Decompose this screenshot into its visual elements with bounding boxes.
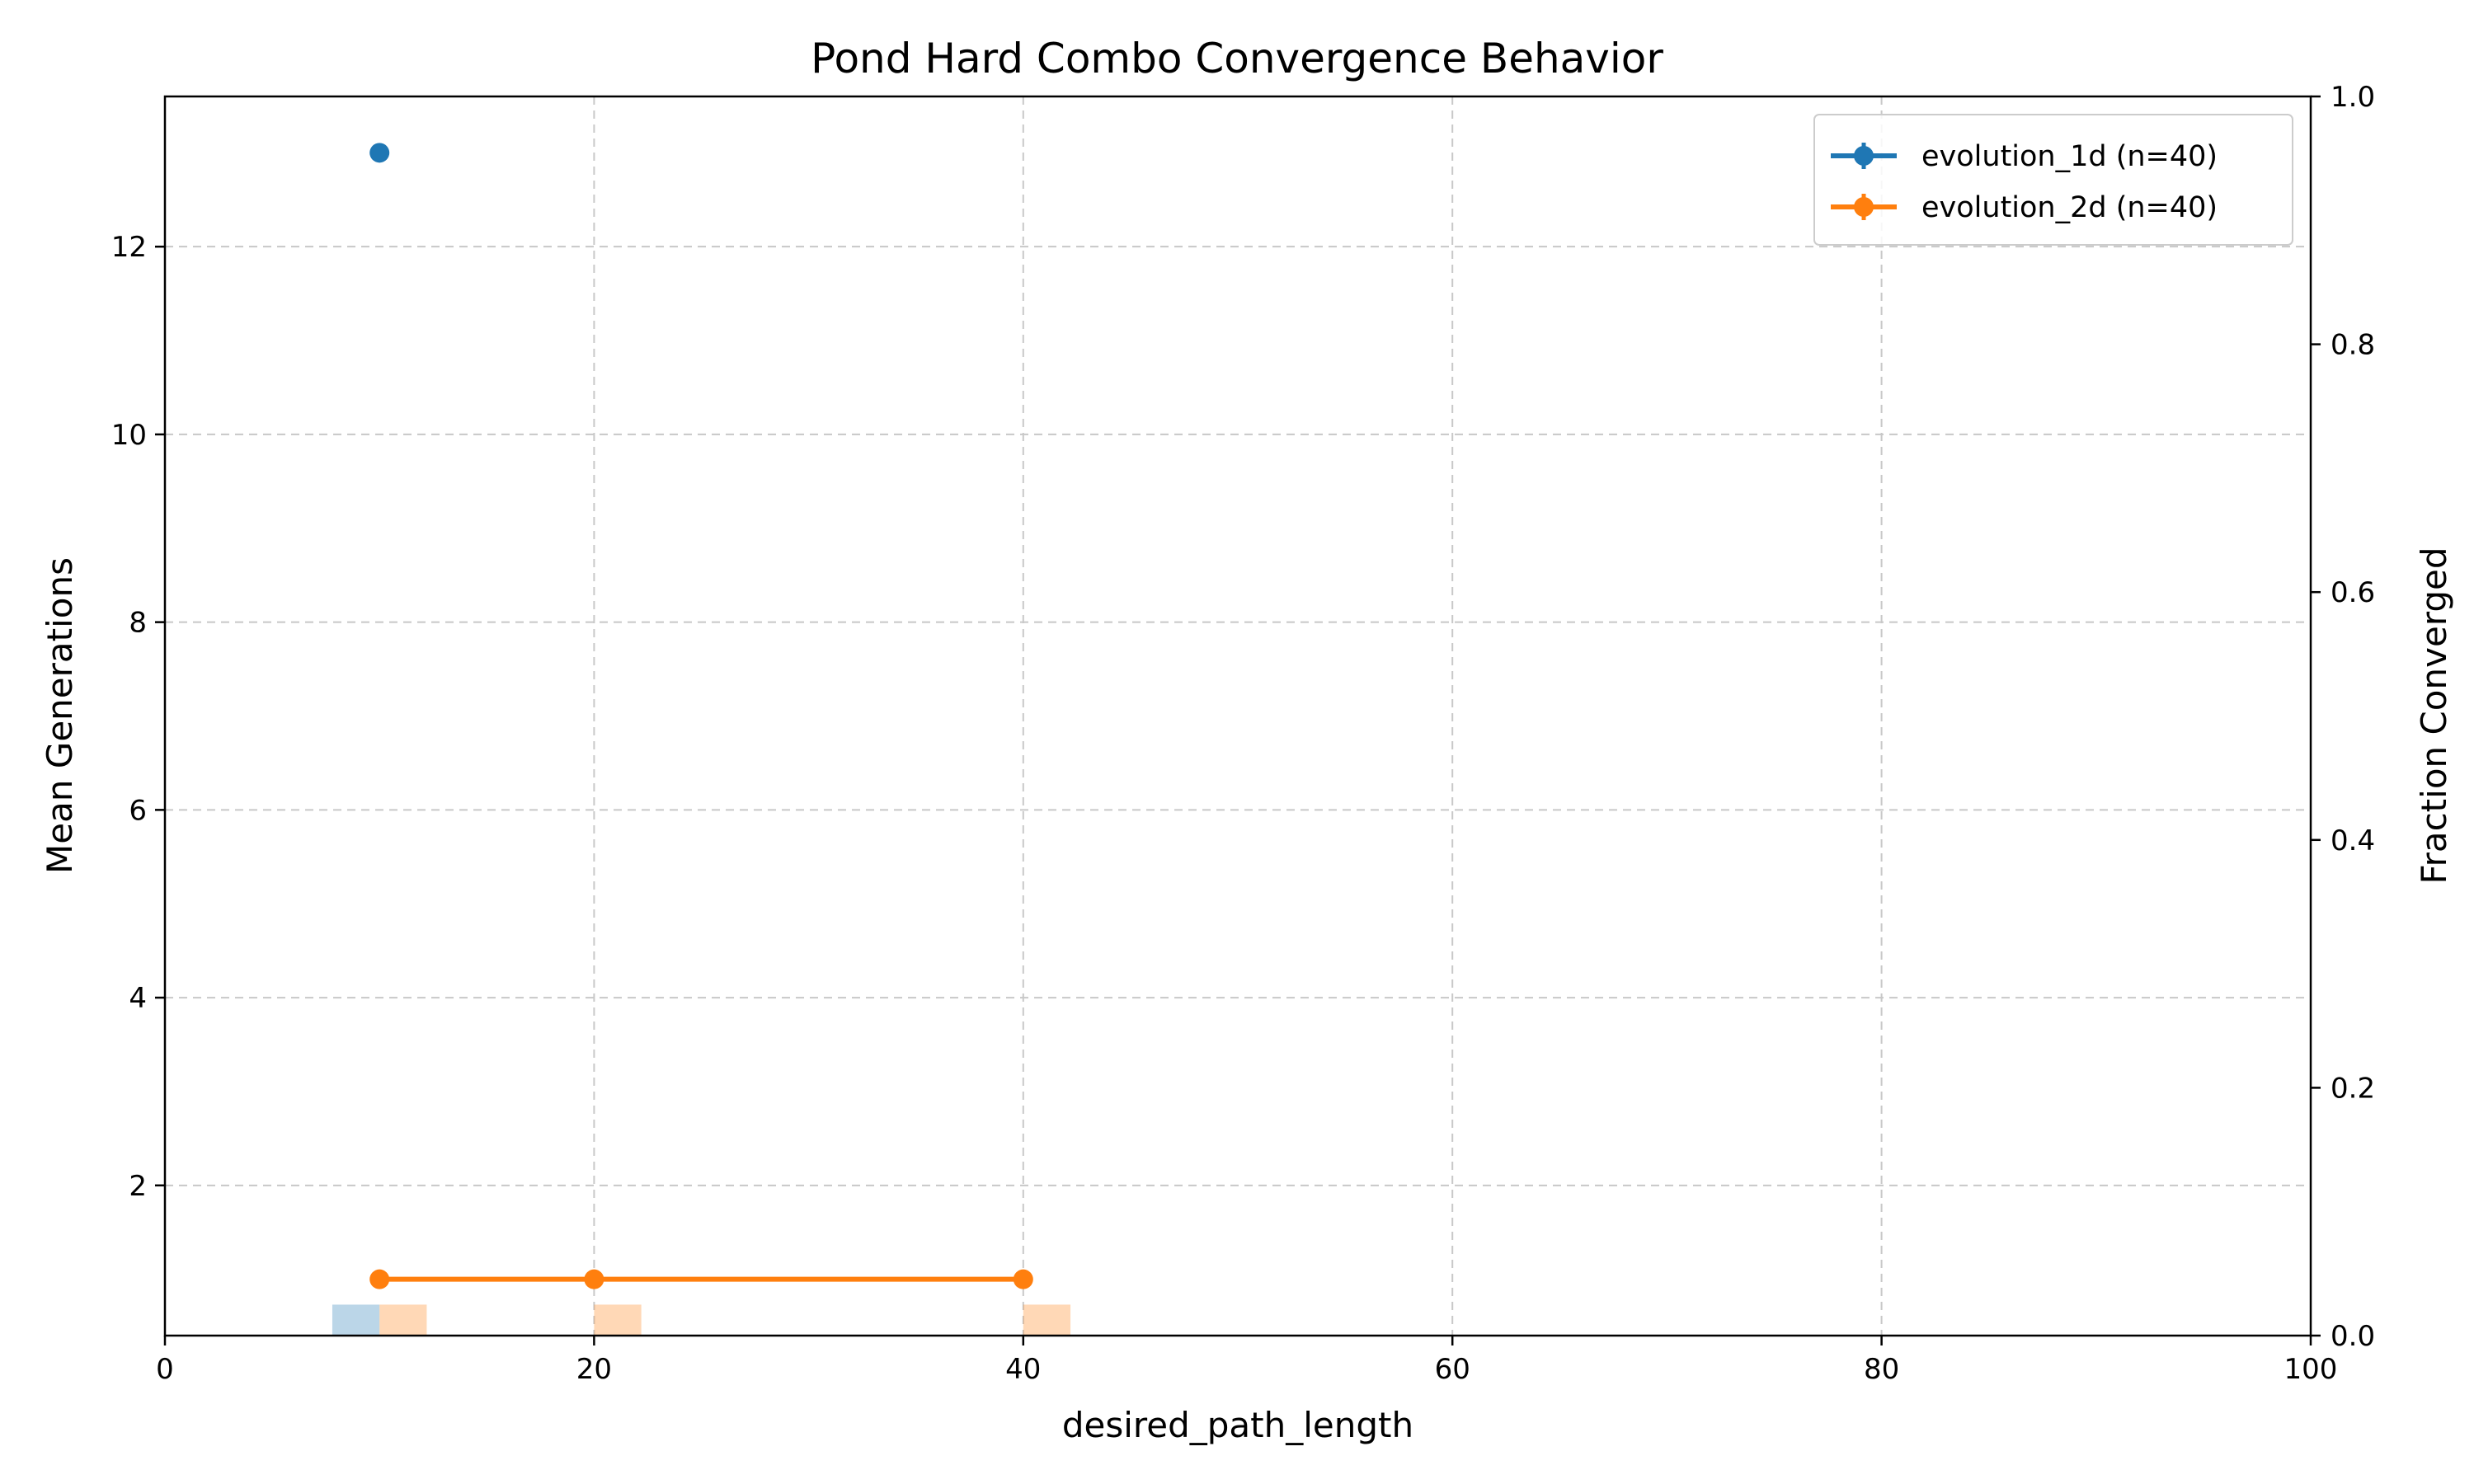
y-tick-label: 8: [129, 607, 147, 640]
y2-tick-label: 0.8: [2331, 329, 2375, 362]
legend-marker: [1854, 197, 1874, 217]
y2-tick-label: 0.0: [2331, 1320, 2375, 1353]
data-point: [584, 1269, 604, 1289]
x-tick-label: 80: [1864, 1353, 1899, 1386]
legend-label: evolution_1d (n=40): [1921, 140, 2218, 173]
y-tick-label: 10: [111, 419, 147, 452]
y-tick-label: 4: [129, 982, 147, 1015]
plot-frame: [163, 95, 2312, 1337]
fraction-bar: [1023, 1304, 1071, 1336]
y2-axis-label: Fraction Converged: [2414, 547, 2454, 884]
x-tick-label: 40: [1005, 1353, 1041, 1386]
data-point: [369, 143, 390, 163]
series-lines: [369, 143, 1033, 1289]
legend: evolution_1d (n=40) evolution_2d (n=40): [1813, 114, 2293, 246]
legend-label: evolution_2d (n=40): [1921, 191, 2218, 224]
x-axis: 0 20 40 60 80 100: [156, 1336, 2337, 1386]
x-tick-label: 100: [2284, 1353, 2338, 1386]
grid: [165, 96, 2311, 1336]
y2-tick-label: 0.4: [2331, 824, 2375, 857]
data-point: [1013, 1269, 1033, 1289]
y2-tick-label: 1.0: [2331, 81, 2375, 114]
fraction-bars: [332, 1304, 1071, 1336]
y-tick-label: 2: [129, 1170, 147, 1203]
legend-box: [1813, 114, 2293, 246]
data-point: [369, 1269, 390, 1289]
chart-title: Pond Hard Combo Convergence Behavior: [811, 35, 1663, 82]
x-axis-label: desired_path_length: [1062, 1405, 1413, 1445]
x-tick-label: 0: [156, 1353, 174, 1386]
x-tick-label: 60: [1435, 1353, 1470, 1386]
fraction-bar: [594, 1304, 642, 1336]
y2-tick-label: 0.2: [2331, 1072, 2375, 1105]
y-tick-label: 12: [111, 231, 147, 264]
y2-tick-label: 0.6: [2331, 576, 2375, 609]
y-axis-label: Mean Generations: [40, 557, 80, 874]
fraction-bar: [332, 1304, 380, 1336]
y-axis-left: 2 4 6 8 10 12: [111, 231, 165, 1203]
y-axis-right: 0.0 0.2 0.4 0.6 0.8 1.0: [2311, 81, 2375, 1353]
fraction-bar: [379, 1304, 427, 1336]
legend-marker: [1854, 146, 1874, 166]
y-tick-label: 6: [129, 794, 147, 827]
x-tick-label: 20: [576, 1353, 612, 1386]
